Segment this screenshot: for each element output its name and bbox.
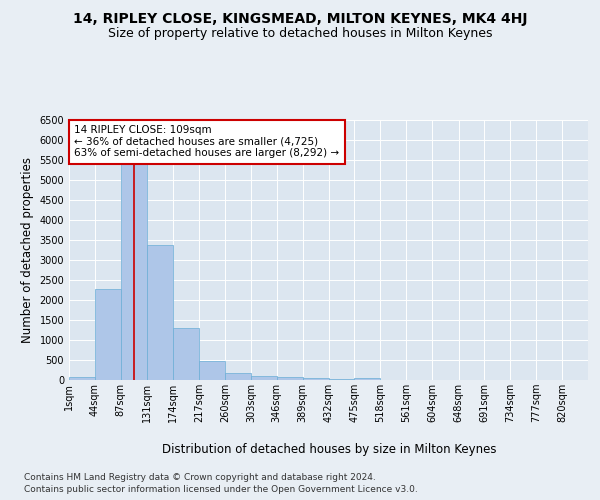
Text: Size of property relative to detached houses in Milton Keynes: Size of property relative to detached ho…: [108, 28, 492, 40]
Bar: [302, 378, 329, 380]
Text: Contains public sector information licensed under the Open Government Licence v3: Contains public sector information licen…: [24, 485, 418, 494]
Bar: [329, 379, 355, 380]
Text: 14, RIPLEY CLOSE, KINGSMEAD, MILTON KEYNES, MK4 4HJ: 14, RIPLEY CLOSE, KINGSMEAD, MILTON KEYN…: [73, 12, 527, 26]
Text: Contains HM Land Registry data © Crown copyright and database right 2024.: Contains HM Land Registry data © Crown c…: [24, 472, 376, 482]
Text: 14 RIPLEY CLOSE: 109sqm
← 36% of detached houses are smaller (4,725)
63% of semi: 14 RIPLEY CLOSE: 109sqm ← 36% of detache…: [74, 125, 340, 158]
Bar: [95, 289, 121, 380]
Bar: [69, 377, 95, 380]
Bar: [173, 328, 199, 380]
Bar: [225, 373, 251, 380]
Bar: [355, 378, 380, 380]
Bar: [199, 361, 225, 380]
Text: Distribution of detached houses by size in Milton Keynes: Distribution of detached houses by size …: [161, 442, 496, 456]
Y-axis label: Number of detached properties: Number of detached properties: [21, 157, 34, 343]
Bar: [147, 245, 173, 380]
Bar: [277, 378, 302, 380]
Bar: [121, 163, 147, 380]
Bar: [251, 376, 277, 380]
